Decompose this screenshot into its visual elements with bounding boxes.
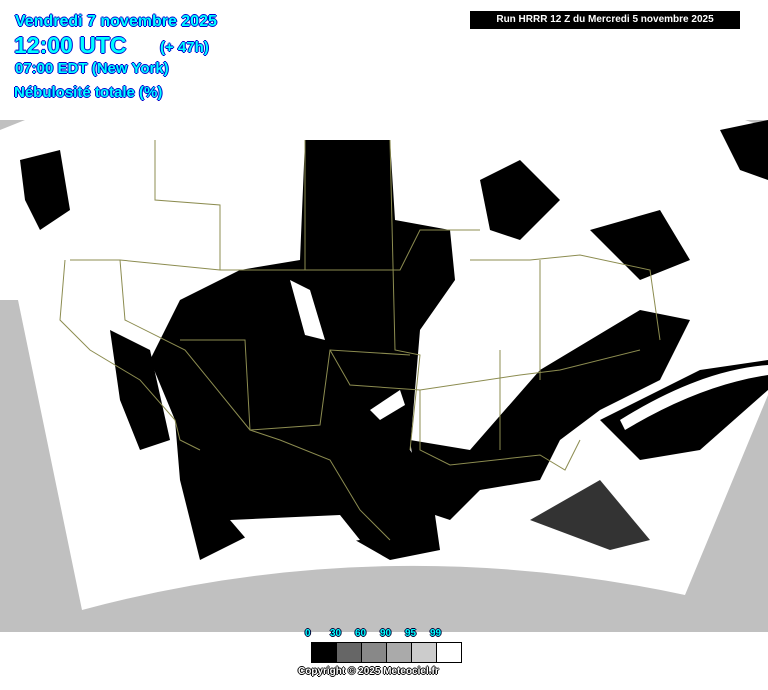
model-run-label: Run HRRR 12 Z du Mercredi 5 novembre 202… [470,11,740,29]
forecast-date: Vendredi 7 novembre 2025 [15,13,217,30]
legend-label-99: 99 [430,628,442,639]
legend-swatch [312,643,337,662]
legend-label-60: 60 [355,628,367,639]
legend-label-90: 90 [380,628,392,639]
parameter-title: Nébulosité totale (%) [14,84,163,101]
legend-swatch [362,643,387,662]
state-borders [59,139,661,541]
copyright: Copyright © 2025 Meteociel.fr [298,666,439,677]
cloud-free-areas [20,120,768,560]
cloud-bands [230,280,768,555]
forecast-local-time: 07:00 EDT (New York) [15,60,169,77]
legend-swatch [412,643,437,662]
legend-swatch [437,643,461,662]
legend-swatch [387,643,412,662]
cloud-cover-map [0,120,768,632]
legend-color-scale [311,642,462,663]
legend-swatch [337,643,362,662]
forecast-time-utc: 12:00 UTC [14,32,127,58]
forecast-lead-time: (+ 47h) [160,39,209,56]
legend-label-95: 95 [405,628,417,639]
legend-label-0: 0 [305,628,311,639]
legend-label-30: 30 [330,628,342,639]
